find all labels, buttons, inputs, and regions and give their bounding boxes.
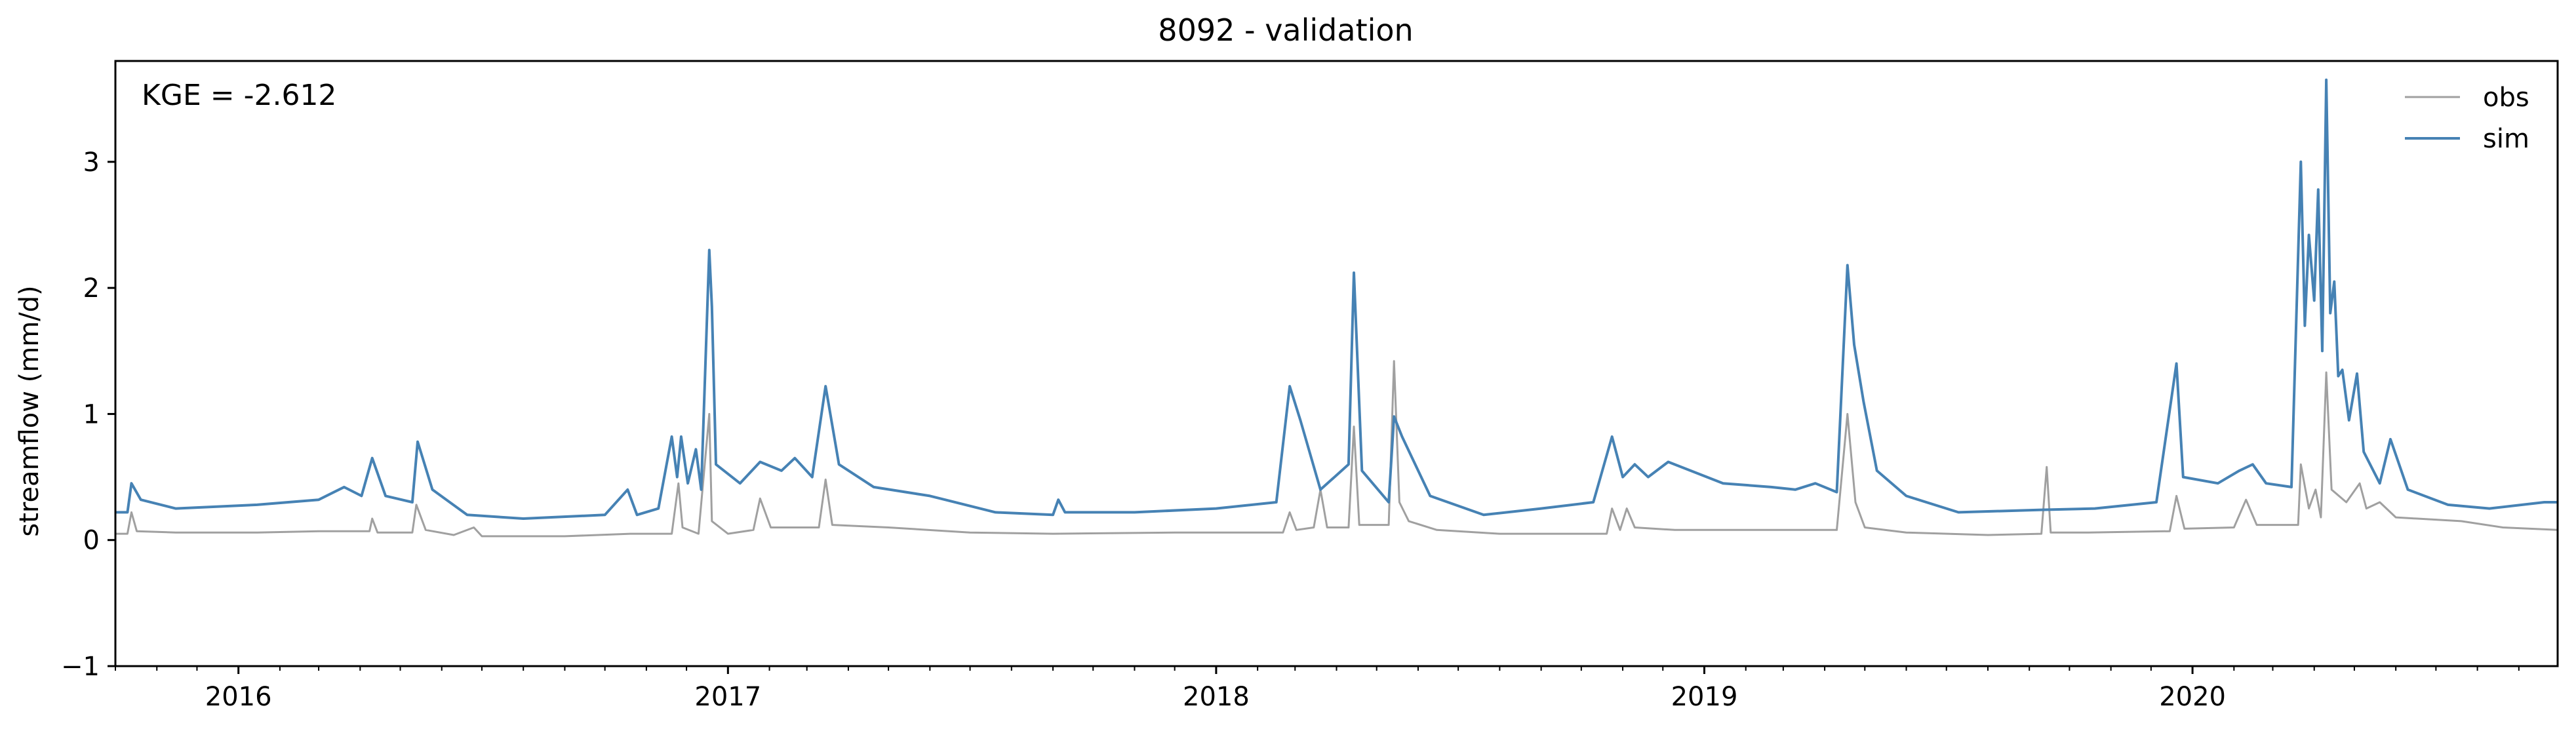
x-tick-label: 2018 <box>1183 682 1250 712</box>
plot-area <box>115 78 2558 538</box>
y-tick-label: 1 <box>83 399 100 429</box>
kge-annotation: KGE = -2.612 <box>142 79 336 112</box>
x-tick-label: 2020 <box>2159 682 2226 712</box>
y-tick-label: 2 <box>83 273 100 304</box>
legend-label-obs: obs <box>2483 83 2529 113</box>
y-tick-label: 0 <box>83 526 100 556</box>
plot-frame <box>114 60 2559 667</box>
x-tick-label: 2017 <box>694 682 761 712</box>
y-axis-label: streamflow (mm/d) <box>14 285 45 536</box>
x-tick-label: 2016 <box>205 682 272 712</box>
legend: obs sim <box>2405 83 2529 154</box>
series-line-sim <box>115 78 2558 520</box>
series-line-obs <box>115 360 2558 538</box>
y-tick-label: 3 <box>83 148 100 178</box>
x-tick-label: 2019 <box>1671 682 1738 712</box>
axis-ticks: −1 0 1 2 3 2016 2017 2018 2019 2020 <box>61 148 2520 712</box>
chart-title: 8092 - validation <box>1158 12 1413 48</box>
legend-label-sim: sim <box>2483 124 2529 154</box>
y-tick-label: −1 <box>61 652 100 682</box>
